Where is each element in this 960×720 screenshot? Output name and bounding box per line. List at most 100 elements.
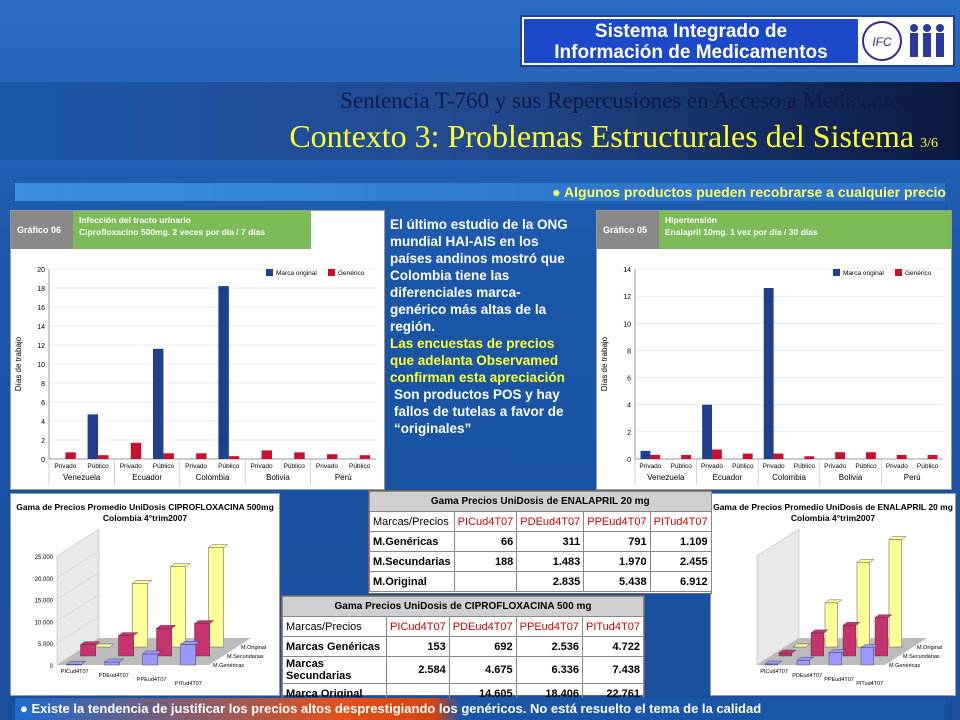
table-header-cell: PDEud4T07 [448, 616, 517, 637]
category-label: PDEud4T07 [792, 673, 822, 679]
y-tick-label: 6 [627, 376, 631, 383]
table-header-cell: PITud4T07 [581, 616, 645, 637]
y-tick-label: 0 [50, 664, 54, 670]
bar [712, 449, 722, 459]
bar [842, 625, 857, 657]
bar-top [141, 650, 163, 655]
table-cell: 4.675 [448, 656, 517, 684]
chart-title: Gama de Precios Promedio UniDosis CIPROF… [16, 502, 274, 512]
sector-label: Público [671, 463, 693, 470]
table-header-cell: PPEud4T07 [583, 511, 651, 532]
y-tick-label: 14 [37, 324, 45, 331]
sector-label: Público [917, 463, 939, 470]
bar [796, 659, 811, 666]
chart-subtitle: Colombia 4°trim2007 [790, 513, 876, 523]
bar [778, 652, 793, 657]
y-tick-label: 8 [41, 381, 45, 388]
bar [118, 635, 134, 657]
table-cell: 2.536 [515, 636, 583, 657]
gridline [56, 594, 100, 622]
bar [326, 454, 338, 459]
top-bullet: ● Algunos productos pueden recobrarse a … [552, 184, 946, 200]
table-cell: 153 [386, 636, 450, 657]
bar-top [796, 656, 815, 661]
series-label: M.Secundarias [227, 654, 264, 660]
country-label: Venezuela [63, 473, 101, 482]
legend-label: Genérico [905, 270, 932, 277]
chart-badge: Gráfico 05 [597, 211, 659, 249]
bar-top [810, 629, 829, 634]
table-cell: 4.722 [581, 636, 645, 657]
bar [804, 456, 815, 459]
table-cell: M.Original [369, 571, 455, 592]
table-row: Marcas Secundarias 2.584 4.675 6.336 7.438 [281, 656, 645, 684]
table-cell: 692 [448, 636, 517, 657]
badge-text: IFC [872, 35, 892, 49]
table-header-cell: Marcas/Precios [281, 616, 388, 637]
category-label: PITud4T07 [856, 681, 883, 687]
slide-title-text: Contexto 3: Problemas Estructurales del … [289, 118, 915, 154]
bar-top [117, 632, 139, 636]
title-band [0, 82, 960, 160]
bar [828, 652, 843, 666]
bar [866, 452, 876, 459]
middle-text-2: Las encuestas de precios que adelanta Ob… [390, 336, 565, 385]
bar-top [824, 599, 843, 604]
gridline [56, 528, 100, 557]
bottom-bullet: ● Existe la tendencia de justificar los … [20, 701, 762, 716]
bar [650, 454, 661, 459]
table-cell: 6.912 [649, 571, 712, 592]
logo-line1: Sistema Integrado de [594, 21, 788, 42]
legend-label: Genérico [338, 270, 365, 277]
middle-text: El último estudio de la ONG mundial HAI-… [390, 216, 570, 437]
y-tick-label: 20.000 [35, 577, 54, 583]
table-header-cell: PICud4T07 [386, 616, 450, 637]
y-tick-label: 16 [37, 305, 45, 312]
logo-line2: Información de Medicamentos [554, 42, 828, 63]
sector-label: Público [284, 463, 306, 470]
category-label: PPEud4T07 [137, 677, 167, 683]
series-label: M.Genéricas [213, 663, 244, 669]
table-header-cell: PITud4T07 [649, 511, 712, 532]
bar [196, 453, 207, 459]
bar-top [764, 660, 783, 665]
country-label: Ecuador [713, 473, 743, 482]
sector-label: Público [732, 463, 754, 470]
y-tick-label: 2 [627, 430, 631, 437]
enalapril-table: Gama Precios UniDosis de ENALAPRIL 20 mg… [369, 491, 712, 592]
bar [359, 455, 371, 459]
sector-label: Público [349, 463, 371, 470]
legend-swatch [833, 269, 840, 276]
category-label: PICud4T07 [760, 669, 788, 675]
bar-top [860, 644, 879, 648]
sector-label: Privado [54, 463, 76, 470]
bar-top [792, 643, 811, 648]
table-header-row: Marcas/Precios PICud4T07 PDEud4T07 PPEud4T0… [281, 616, 645, 637]
y-tick-label: 10 [37, 362, 45, 369]
table-row: M.Genéricas 66 311 791 1.109 [369, 531, 712, 552]
logo-icons: IFC [862, 21, 944, 61]
y-tick-label: 8 [627, 348, 631, 355]
bar [65, 452, 76, 459]
sector-label: Privado [251, 463, 273, 470]
slide-subtitle: Sentencia T-760 y sus Repercusiones en A… [340, 88, 938, 113]
table-cell: 5.438 [583, 571, 651, 592]
sector-label: Público [794, 463, 816, 470]
bar [142, 653, 158, 666]
table-row: M.Original 2.835 5.438 6.912 [369, 571, 712, 592]
chart-header: Gráfico 06 Infección del tracto urinario… [11, 211, 311, 249]
y-tick-label: 0 [41, 457, 45, 464]
chart-plot: Días de trabajo 0 2 4 6 8 10 12 14 Venezuela Priva… [600, 267, 943, 485]
table-cell: 1.109 [649, 531, 712, 552]
chart-title: Gama de Precios Promedio UniDosis de ENA… [713, 502, 953, 512]
bottom-bullet-bar [15, 698, 945, 720]
chart-header-text: Hipertensión Enalapril 10mg. 1 vez por d… [659, 211, 951, 249]
table-cell: Marcas Secundarias [281, 656, 388, 684]
y-tick-label: 15.000 [35, 599, 54, 605]
gridline [56, 572, 100, 600]
y-tick-label: 4 [41, 419, 45, 426]
y-axis-label: Días de trabajo [14, 336, 23, 391]
top-bullet-text: Algunos productos pueden recobrarse a cu… [564, 184, 946, 200]
bar [261, 450, 273, 459]
bar [824, 602, 839, 648]
